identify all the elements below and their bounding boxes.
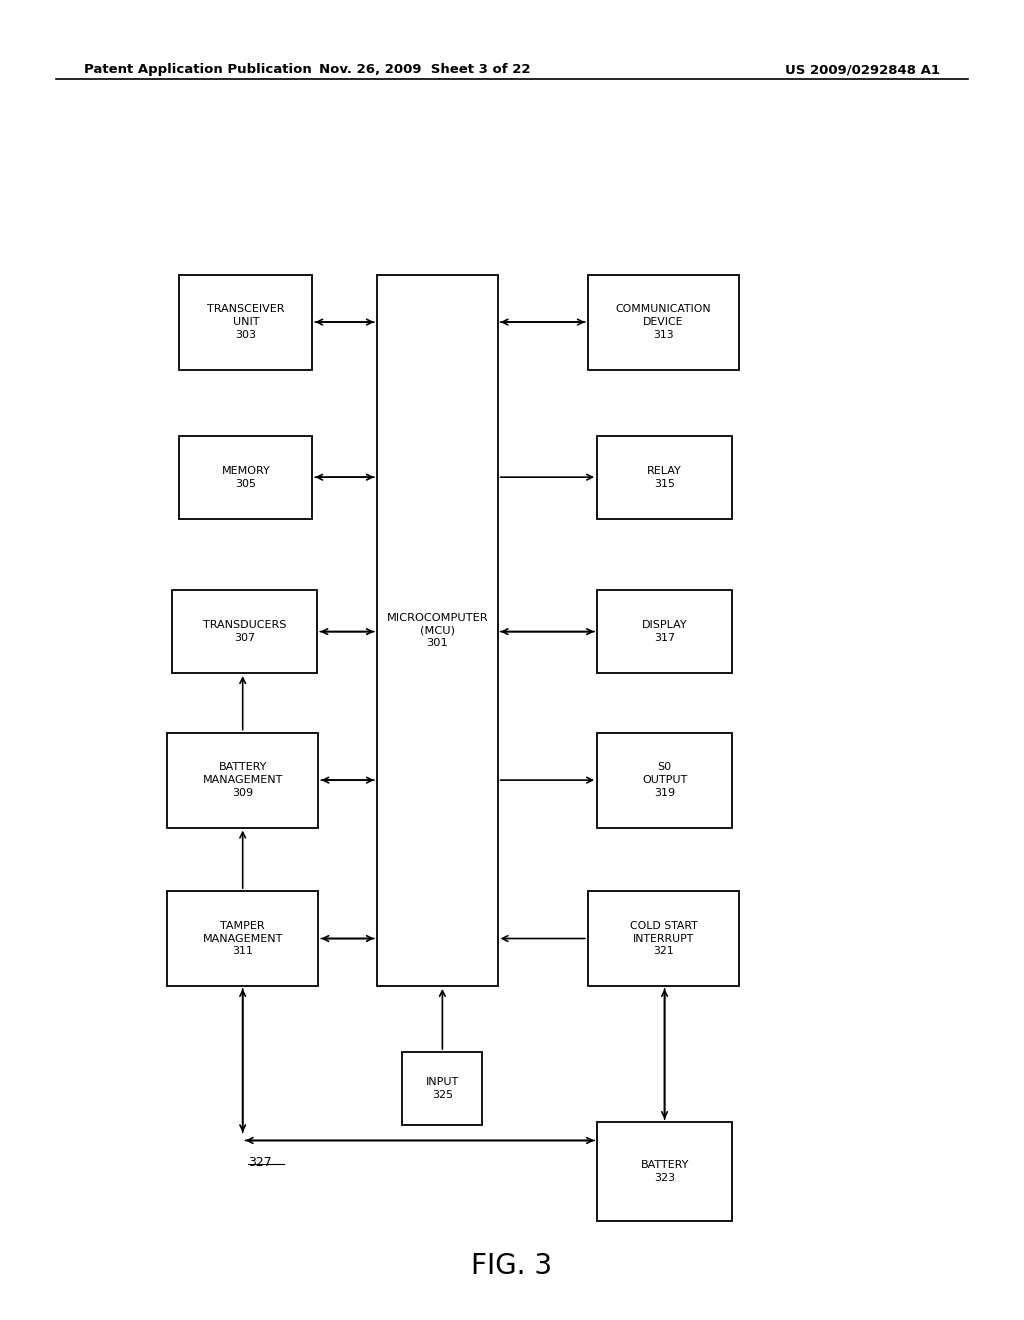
Text: COMMUNICATION
DEVICE
313: COMMUNICATION DEVICE 313 [615,305,712,339]
Text: Nov. 26, 2009  Sheet 3 of 22: Nov. 26, 2009 Sheet 3 of 22 [319,63,530,77]
Text: DISPLAY
317: DISPLAY 317 [642,620,687,643]
Text: TRANSCEIVER
UNIT
303: TRANSCEIVER UNIT 303 [207,305,285,339]
Text: RELAY
315: RELAY 315 [647,466,682,488]
Text: BATTERY
MANAGEMENT
309: BATTERY MANAGEMENT 309 [203,763,283,797]
Bar [597,1122,732,1221]
Bar [179,436,312,519]
Text: S0
OUTPUT
319: S0 OUTPUT 319 [642,763,687,797]
Bar [597,590,732,673]
Text: TRANSDUCERS
307: TRANSDUCERS 307 [203,620,287,643]
Bar [597,436,732,519]
Bar [167,891,318,986]
Text: MEMORY
305: MEMORY 305 [221,466,270,488]
Text: BATTERY
323: BATTERY 323 [640,1160,689,1183]
Bar [179,275,312,370]
Bar [588,275,739,370]
Bar [588,891,739,986]
Bar [377,275,498,986]
Bar [402,1052,482,1125]
Text: TAMPER
MANAGEMENT
311: TAMPER MANAGEMENT 311 [203,921,283,956]
Text: INPUT
325: INPUT 325 [426,1077,459,1100]
Bar [172,590,317,673]
Text: Patent Application Publication: Patent Application Publication [84,63,311,77]
Text: COLD START
INTERRUPT
321: COLD START INTERRUPT 321 [630,921,697,956]
Text: US 2009/0292848 A1: US 2009/0292848 A1 [785,63,940,77]
Text: FIG. 3: FIG. 3 [471,1253,553,1280]
Text: 327: 327 [248,1156,271,1170]
Text: MICROCOMPUTER
(MCU)
301: MICROCOMPUTER (MCU) 301 [386,612,488,648]
Bar [167,733,318,828]
Bar [597,733,732,828]
